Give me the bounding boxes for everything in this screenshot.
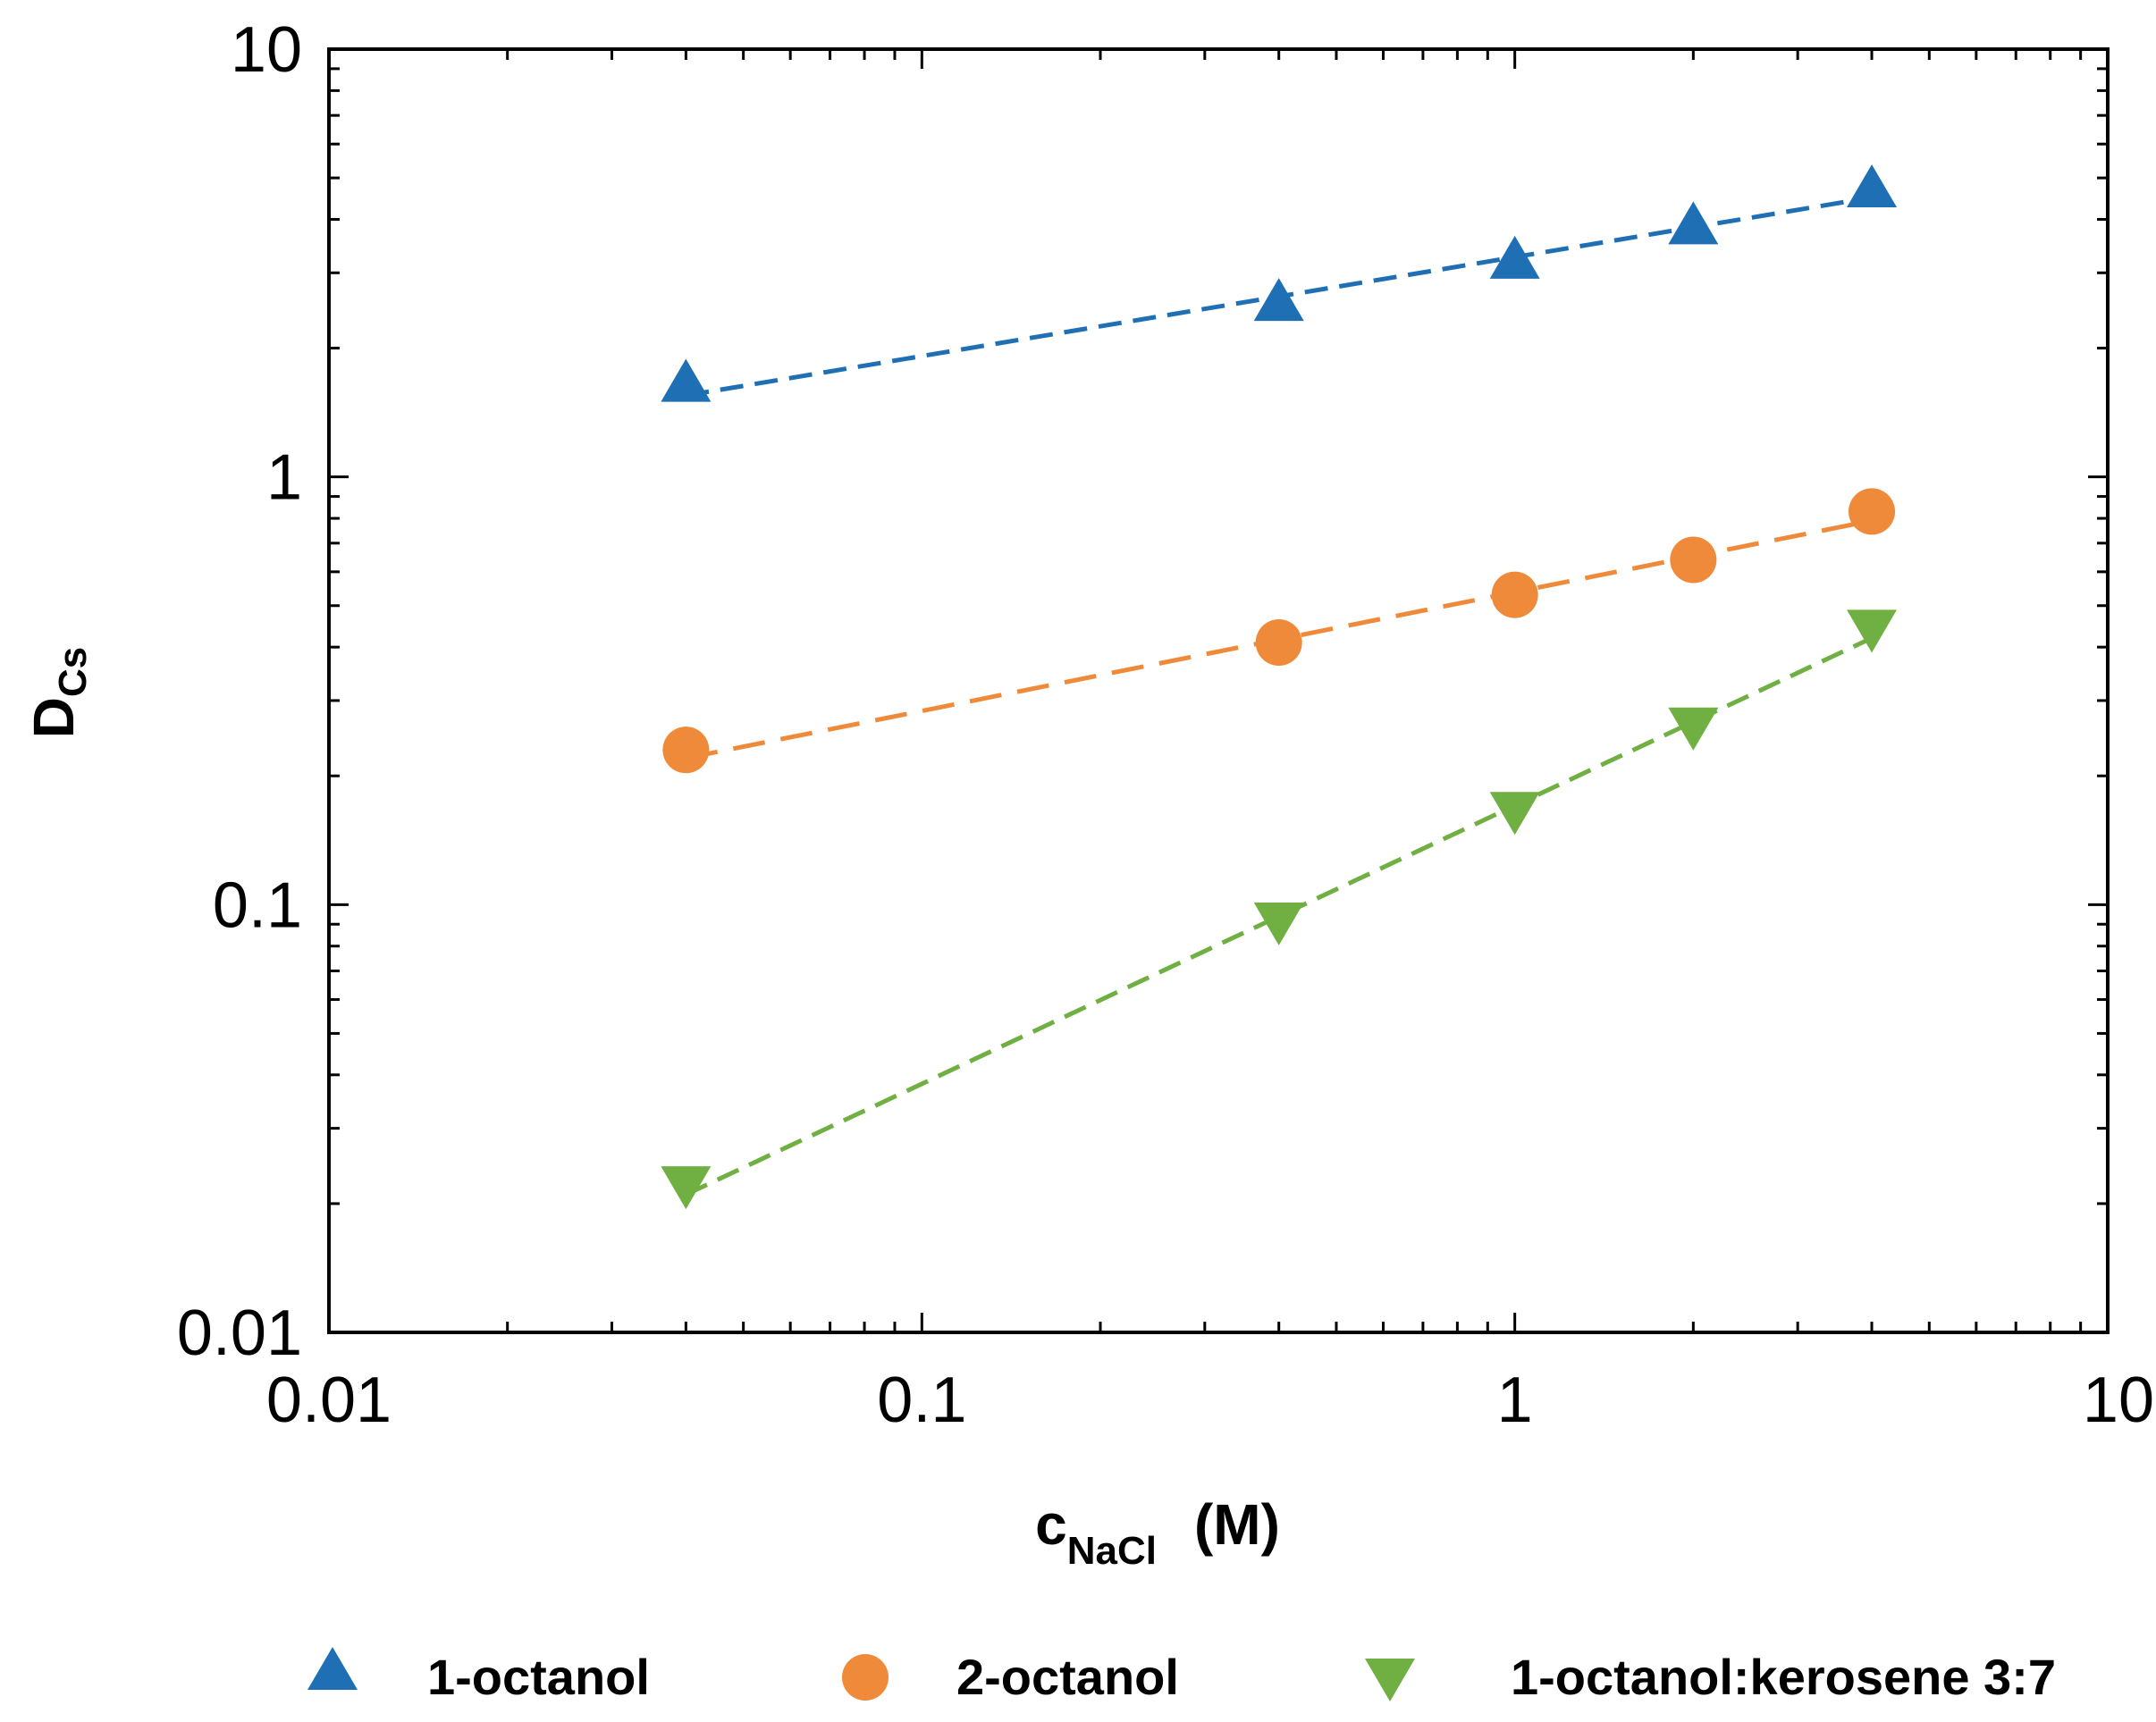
x-axis-title: cNaCl (M): [1035, 1492, 1280, 1573]
legend-item-kerosene: 1-octanol:kerosene 3:7: [1365, 1649, 2056, 1705]
x-tick-label: 1: [1497, 1365, 1533, 1436]
x-tick-label: 10: [2083, 1365, 2154, 1436]
minor-ticks: [329, 49, 2108, 1332]
legend-marker-circle: [842, 1654, 889, 1701]
y-tick-label: 0.01: [177, 1298, 302, 1369]
data-point-1-octanol-kerosene-3-7: [1847, 609, 1898, 653]
legend-marker-triangle-down: [1365, 1659, 1415, 1701]
legend-item-2-octanol: 2-octanol: [842, 1649, 1179, 1705]
y-tick-label: 10: [231, 14, 302, 86]
y-tick-label: 0.1: [213, 869, 302, 941]
data-point-2-octanol: [662, 727, 710, 774]
fit-line-1-octanol-kerosene-3-7: [685, 635, 1874, 1197]
fit-lines: [685, 195, 1874, 1197]
x-axis-title-unit: (M): [1194, 1492, 1280, 1557]
markers: [661, 164, 1898, 1210]
legend-label-kerosene: 1-octanol:kerosene 3:7: [1511, 1649, 2056, 1705]
data-point-1-octanol: [1489, 235, 1540, 279]
legend-label-1-octanol: 1-octanol: [427, 1649, 650, 1705]
data-point-1-octanol: [1847, 164, 1898, 207]
legend-marker-triangle-up: [307, 1647, 358, 1690]
data-point-1-octanol-kerosene-3-7: [661, 1166, 712, 1210]
data-point-1-octanol-kerosene-3-7: [1489, 792, 1540, 836]
x-axis-title-sub: NaCl: [1067, 1529, 1157, 1573]
y-tick-label: 1: [266, 442, 302, 514]
y-axis-title-sub: Cs: [51, 647, 95, 697]
x-axis-title-main: c: [1035, 1492, 1067, 1557]
data-point-2-octanol: [1255, 619, 1302, 667]
legend: 1-octanol 2-octanol 1-octanol:kerosene 3…: [307, 1647, 2056, 1705]
data-point-1-octanol: [1253, 278, 1304, 322]
data-point-2-octanol: [1670, 536, 1717, 584]
x-tick-label: 0.1: [877, 1365, 966, 1436]
x-tick-label: 0.01: [266, 1365, 392, 1436]
legend-item-1-octanol: 1-octanol: [307, 1647, 650, 1705]
y-axis-title-main: D: [21, 697, 86, 738]
data-point-1-octanol-kerosene-3-7: [1668, 707, 1719, 751]
data-point-2-octanol: [1849, 488, 1896, 535]
data-point-1-octanol: [1668, 201, 1719, 245]
plot-frame: [327, 47, 2110, 1334]
data-point-2-octanol: [1491, 571, 1538, 618]
data-point-1-octanol-kerosene-3-7: [1253, 902, 1304, 945]
major-ticks: [327, 47, 2110, 1334]
y-axis-title: DCs: [21, 647, 95, 738]
data-point-1-octanol: [661, 358, 712, 402]
tick-labels: 0.01 0.1 1 10 0.01 0.1 1 10: [177, 14, 2154, 1436]
legend-label-2-octanol: 2-octanol: [956, 1649, 1179, 1705]
